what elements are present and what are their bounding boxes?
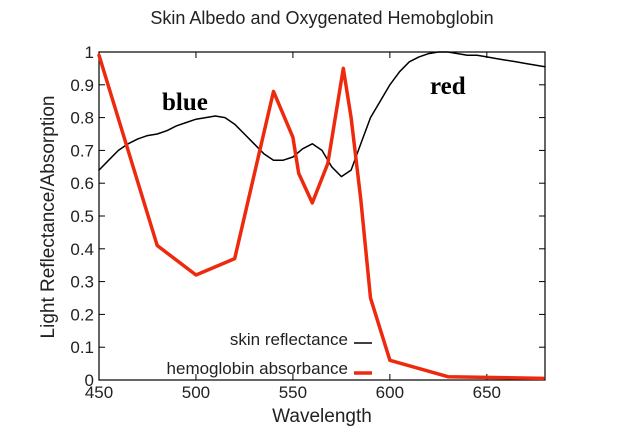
x-axis-label: Wavelength — [272, 406, 372, 427]
annotation-blue: blue — [162, 89, 208, 116]
x-tick-label: 550 — [279, 383, 307, 402]
x-tick-label: 450 — [85, 383, 113, 402]
annotation-red: red — [430, 73, 466, 100]
chart-title: Skin Albedo and Oxygenated Hemobglobin — [150, 8, 493, 28]
x-axis: 450 500 550 600 650 — [85, 52, 501, 402]
y-tick-label: 0.1 — [70, 338, 94, 357]
y-axis: 0 0.1 0.2 0.3 0.4 0.5 0.6 0.7 0.8 0.9 1 — [70, 43, 545, 390]
x-tick-label: 500 — [182, 383, 210, 402]
x-tick-label: 600 — [376, 383, 404, 402]
series-line-hemoglobin-absorbance — [97, 53, 545, 381]
legend-label-hemoglobin-absorbance: hemoglobin absorbance — [167, 359, 348, 378]
series-layer — [97, 51, 546, 381]
y-tick-label: 0.7 — [70, 141, 94, 160]
y-axis-label: Light Reflectance/Absorption — [38, 96, 59, 339]
legend: skin reflectance hemoglobin absorbance — [167, 330, 372, 378]
y-tick-label: 0.2 — [70, 305, 94, 324]
y-tick-label: 0.9 — [70, 76, 94, 95]
y-tick-label: 0 — [85, 371, 94, 390]
y-tick-label: 1 — [85, 43, 94, 62]
legend-label-skin-reflectance: skin reflectance — [230, 330, 348, 349]
y-tick-label: 0.3 — [70, 273, 94, 292]
y-tick-label: 0.8 — [70, 109, 94, 128]
y-tick-label: 0.4 — [70, 240, 94, 259]
x-tick-label: 650 — [473, 383, 501, 402]
y-tick-label: 0.5 — [70, 207, 94, 226]
series-line-skin-reflectance — [98, 51, 546, 178]
y-tick-label: 0.6 — [70, 174, 94, 193]
